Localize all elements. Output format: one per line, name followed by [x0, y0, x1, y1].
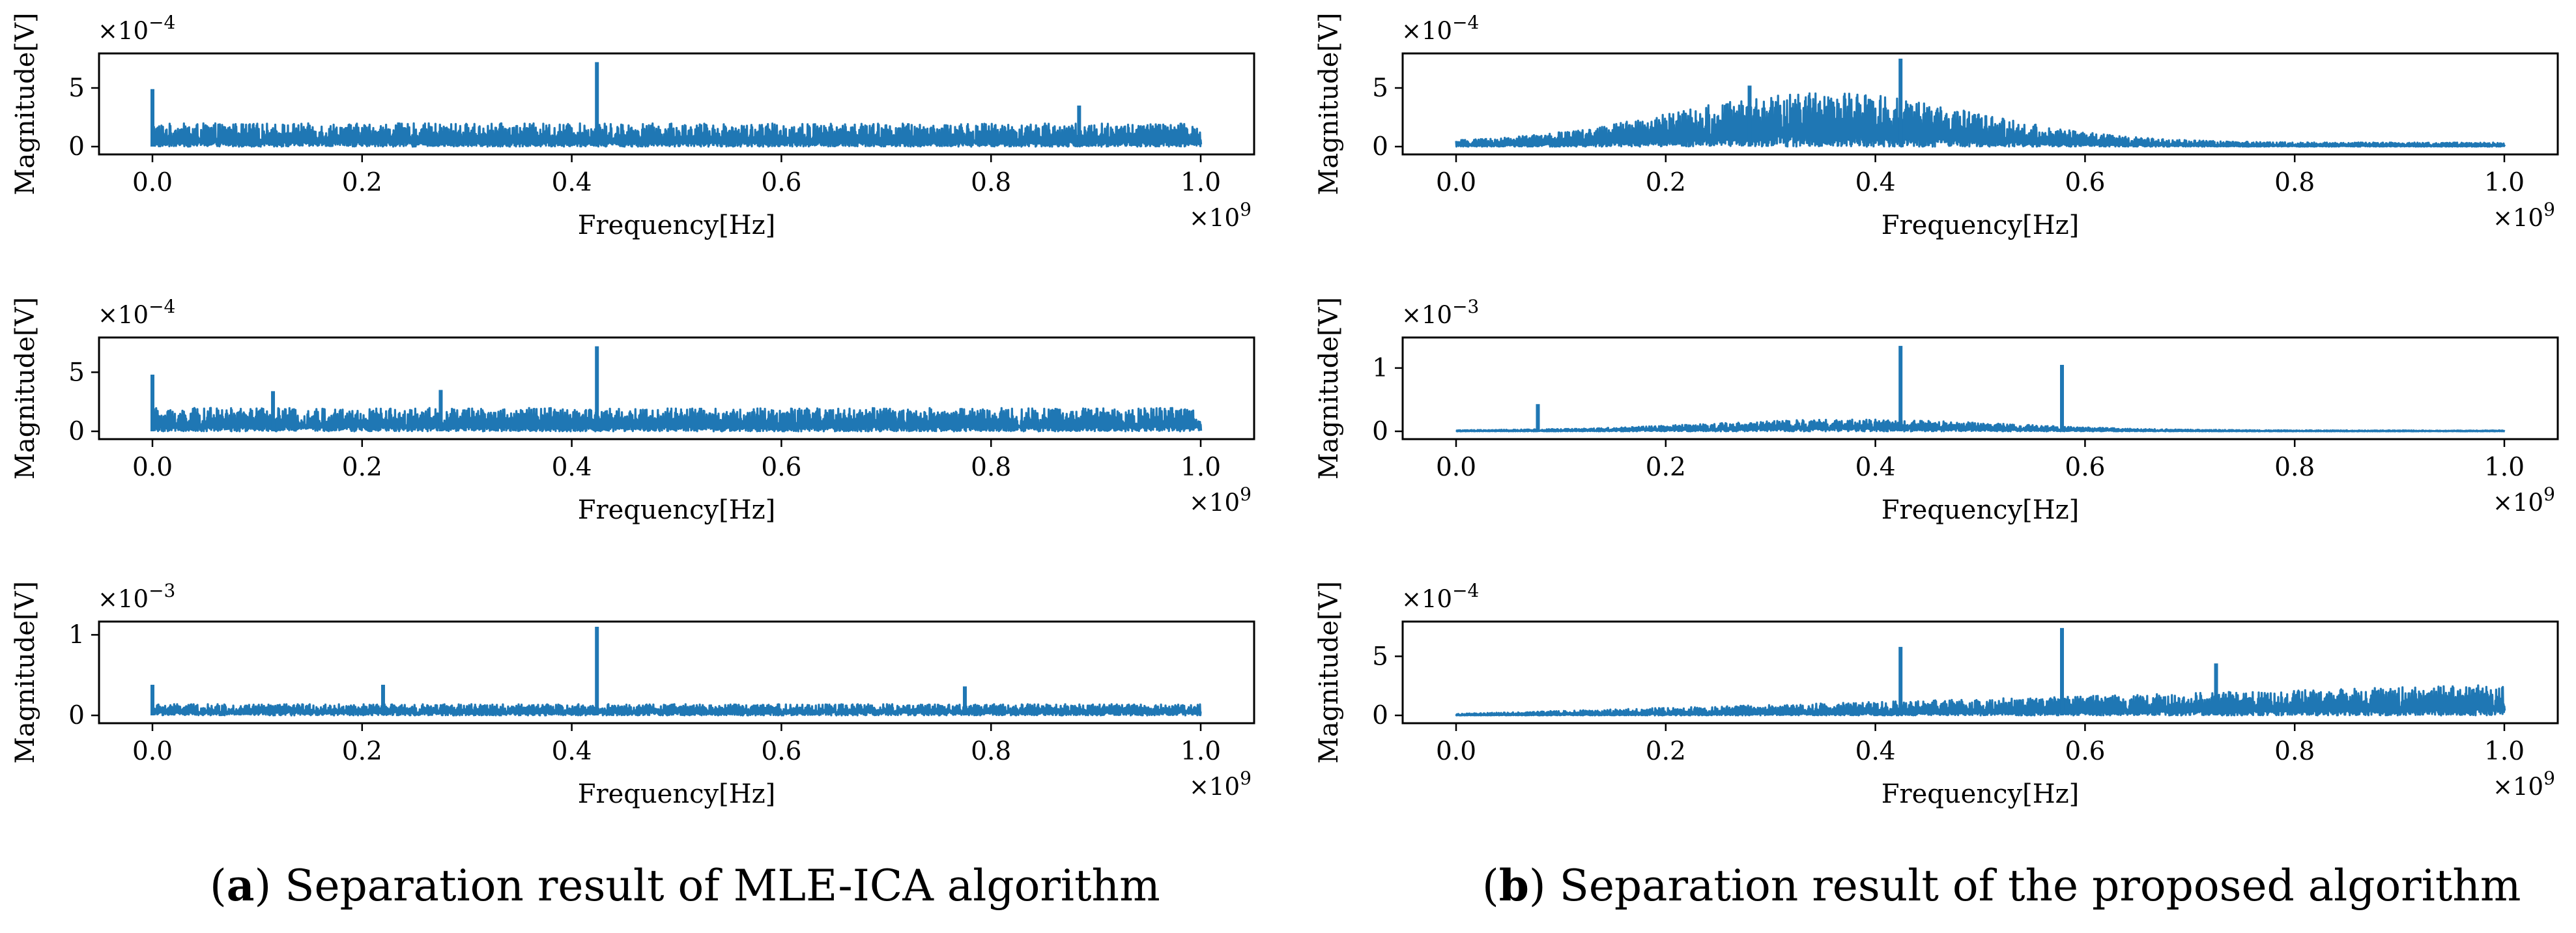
x-tick-label: 0.8	[2274, 168, 2315, 197]
x-tick-label: 0.6	[761, 453, 801, 482]
axes-frame	[98, 52, 1255, 156]
y-axis-label: Magnitude[V]	[1314, 12, 1344, 195]
x-tick-label: 1.0	[2484, 453, 2525, 482]
series-line	[1455, 684, 2506, 717]
x-tick-label: 0.4	[1855, 168, 1896, 197]
x-tick-label: 0.8	[971, 168, 1011, 197]
x-tick-label: 0.0	[1436, 737, 1476, 766]
x-tick-label: 0.6	[2065, 737, 2105, 766]
x-tick-label: 0.8	[971, 737, 1011, 766]
x-tick-label: 0.2	[342, 453, 382, 482]
series-line	[151, 407, 1203, 433]
axes-frame	[1401, 620, 2559, 725]
x-tick-label: 1.0	[2484, 737, 2525, 766]
x-tick-label: 0.0	[1436, 168, 1476, 197]
series-line	[151, 122, 1203, 148]
axes-frame	[1401, 52, 2559, 156]
series-line	[1455, 418, 2506, 433]
x-tick-label: 0.2	[1646, 737, 1686, 766]
y-tick-label: 0	[68, 132, 85, 162]
x-axis-label: Frequency[Hz]	[1882, 210, 2080, 240]
y-tick-label: 1	[68, 620, 85, 650]
x-tick-label: 0.4	[1855, 453, 1896, 482]
chart-b-2: 0.0 0.2 0.4 0.6 0.8 1.0 0 1 Frequency[Hz] Magnitu…	[1314, 296, 2559, 525]
y-multiplier: ×10−4	[98, 296, 175, 329]
x-tick-label: 0.0	[1436, 453, 1476, 482]
series-line	[1455, 92, 2506, 148]
y-tick-label: 5	[1372, 74, 1388, 103]
x-axis-label: Frequency[Hz]	[1882, 779, 2080, 809]
x-tick-label: 0.8	[2274, 737, 2315, 766]
x-tick-label: 0.4	[552, 453, 592, 482]
x-tick-label: 0.4	[552, 737, 592, 766]
chart-a-3: 0.0 0.2 0.4 0.6 0.8 1.0 0 1 Frequency[Hz] Magnitu…	[10, 580, 1255, 809]
x-tick-label: 0.6	[761, 168, 801, 197]
y-axis-label: Magnitude[V]	[10, 12, 40, 195]
y-tick-label: 0	[1372, 701, 1388, 730]
y-tick-label: 0	[1372, 132, 1388, 162]
y-multiplier: ×10−4	[1401, 12, 1479, 45]
x-tick-label: 0.6	[2065, 453, 2105, 482]
x-multiplier: ×109	[2493, 483, 2555, 517]
y-axis-label: Magnitude[V]	[10, 581, 40, 764]
x-multiplier: ×109	[2493, 768, 2555, 801]
x-tick-label: 1.0	[1181, 453, 1221, 482]
x-axis-label: Frequency[Hz]	[1882, 495, 2080, 525]
x-multiplier: ×109	[1189, 483, 1252, 517]
y-axis-label: Magnitude[V]	[10, 297, 40, 480]
x-axis-label: Frequency[Hz]	[578, 495, 776, 525]
series-line	[151, 703, 1202, 717]
x-tick-label: 0.8	[2274, 453, 2315, 482]
chart-a-2: 0.0 0.2 0.4 0.6 0.8 1.0 0 5 Frequency[Hz] Magnitu…	[10, 296, 1255, 525]
x-multiplier: ×109	[1189, 768, 1252, 801]
x-tick-label: 0.8	[971, 453, 1011, 482]
x-tick-label: 0.2	[342, 737, 382, 766]
caption-a: (a) Separation result of MLE-ICA algorit…	[210, 860, 1160, 911]
x-tick-label: 0.6	[2065, 168, 2105, 197]
y-multiplier: ×10−4	[98, 12, 175, 45]
x-tick-label: 0.2	[342, 168, 382, 197]
y-tick-label: 1	[1372, 354, 1388, 383]
x-tick-label: 0.2	[1646, 168, 1686, 197]
chart-b-3: 0.0 0.2 0.4 0.6 0.8 1.0 0 5 Frequency[Hz] Magnitu…	[1314, 580, 2559, 809]
x-tick-label: 0.2	[1646, 453, 1686, 482]
y-multiplier: ×10−4	[1401, 580, 1479, 613]
y-tick-label: 0	[1372, 417, 1388, 446]
x-tick-label: 0.0	[132, 168, 173, 197]
x-multiplier: ×109	[1189, 199, 1252, 232]
axes-frame	[98, 336, 1255, 440]
axes-frame	[1401, 336, 2559, 440]
x-tick-label: 0.4	[1855, 737, 1896, 766]
y-tick-label: 5	[68, 74, 85, 103]
x-tick-label: 0.0	[132, 737, 173, 766]
y-axis-label: Magnitude[V]	[1314, 297, 1344, 480]
x-tick-label: 0.4	[552, 168, 592, 197]
y-multiplier: ×10−3	[1401, 296, 1479, 329]
x-axis-label: Frequency[Hz]	[578, 210, 776, 240]
x-multiplier: ×109	[2493, 199, 2555, 232]
caption-b: (b) Separation result of the proposed al…	[1482, 860, 2521, 911]
y-multiplier: ×10−3	[98, 580, 175, 613]
x-tick-label: 0.6	[761, 737, 801, 766]
chart-a-1: 0.0 0.2 0.4 0.6 0.8 1.0 0 5 Frequency[Hz] Magnitu…	[10, 12, 1255, 240]
x-tick-label: 0.0	[132, 453, 173, 482]
axes-frame	[98, 620, 1255, 725]
x-tick-label: 1.0	[1181, 168, 1221, 197]
x-axis-label: Frequency[Hz]	[578, 779, 776, 809]
y-tick-label: 5	[68, 358, 85, 387]
y-tick-label: 5	[1372, 642, 1388, 671]
x-tick-label: 1.0	[1181, 737, 1221, 766]
y-tick-label: 0	[68, 417, 85, 446]
chart-b-1: 0.0 0.2 0.4 0.6 0.8 1.0 0 5 Frequency[Hz] Magnitu…	[1314, 12, 2559, 240]
y-axis-label: Magnitude[V]	[1314, 581, 1344, 764]
y-tick-label: 0	[68, 701, 85, 730]
x-tick-label: 1.0	[2484, 168, 2525, 197]
